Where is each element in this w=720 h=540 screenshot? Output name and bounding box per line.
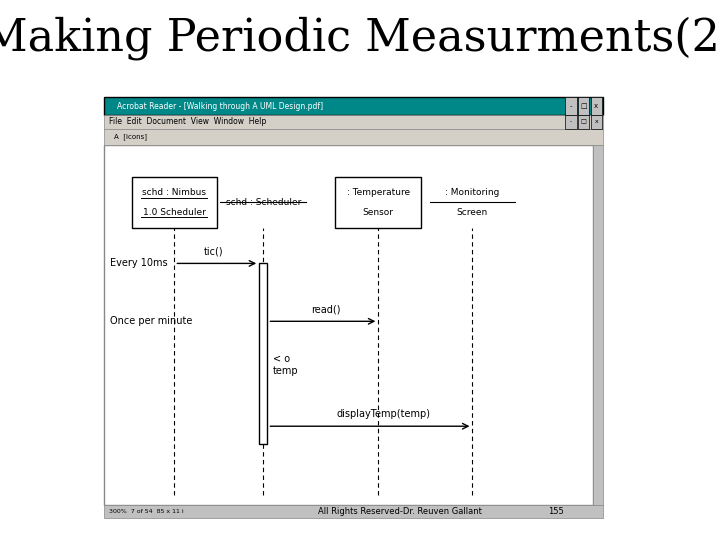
Text: x: x <box>594 103 598 109</box>
Text: : Temperature: : Temperature <box>347 188 410 198</box>
Bar <box>590 97 602 115</box>
Text: 1.0 Scheduler: 1.0 Scheduler <box>143 208 206 217</box>
Bar <box>132 177 217 228</box>
Bar <box>104 129 603 145</box>
Bar <box>104 97 603 115</box>
Text: read(): read() <box>311 304 341 314</box>
Text: File  Edit  Document  View  Window  Help: File Edit Document View Window Help <box>109 117 266 126</box>
Text: displayTemp(temp): displayTemp(temp) <box>336 409 431 419</box>
Text: Acrobat Reader - [Walking through A UML Design.pdf]: Acrobat Reader - [Walking through A UML … <box>117 102 323 111</box>
Text: Every 10ms: Every 10ms <box>110 259 168 268</box>
Bar <box>104 145 593 505</box>
Text: 155: 155 <box>548 507 564 516</box>
Bar <box>104 505 603 518</box>
Bar <box>565 97 577 115</box>
Bar <box>578 97 590 115</box>
Bar <box>578 115 590 129</box>
Text: schd : Scheduler: schd : Scheduler <box>225 198 301 207</box>
Text: □: □ <box>581 119 587 124</box>
Text: -: - <box>570 119 572 124</box>
Text: -: - <box>570 103 572 109</box>
Text: 300%  7 of 54  85 x 11 i: 300% 7 of 54 85 x 11 i <box>109 509 184 514</box>
Bar <box>104 115 603 129</box>
Text: Screen: Screen <box>456 208 488 217</box>
Text: tic(): tic() <box>204 246 223 256</box>
Bar <box>565 115 577 129</box>
Text: □: □ <box>580 103 587 109</box>
Text: All Rights Reserved-Dr. Reuven Gallant: All Rights Reserved-Dr. Reuven Gallant <box>318 507 482 516</box>
Bar <box>590 115 602 129</box>
Text: Making Periodic Measurments(2(: Making Periodic Measurments(2( <box>0 16 720 59</box>
Bar <box>259 264 267 444</box>
Bar <box>336 177 421 228</box>
Text: < o
temp: < o temp <box>273 354 298 375</box>
Bar <box>593 145 603 505</box>
Text: : Monitoring: : Monitoring <box>445 188 500 198</box>
Text: A  [icons]: A [icons] <box>114 133 148 140</box>
Text: Once per minute: Once per minute <box>110 316 192 326</box>
Text: x: x <box>595 119 598 124</box>
Text: Sensor: Sensor <box>363 208 394 217</box>
Text: schd : Nimbus: schd : Nimbus <box>143 188 207 198</box>
